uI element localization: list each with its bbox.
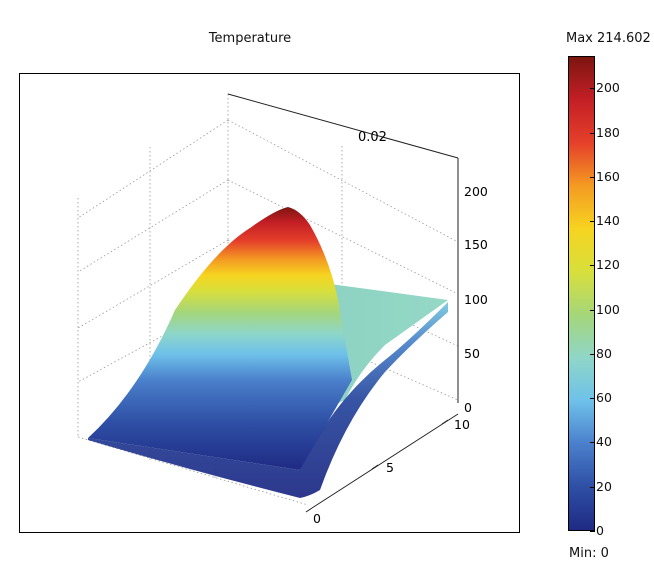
z-tick-0: 0 [464,400,472,415]
colorbar-tick-0: 0 [590,523,604,538]
x-tick-label: 0.02 [358,130,387,145]
colorbar-tick-60: 60 [590,390,612,406]
y-tick-5: 5 [386,460,394,475]
z-tick-100: 100 [464,292,488,307]
colorbar-tick-200: 200 [590,80,620,96]
y-tick-10: 10 [454,417,470,432]
colorbar-tick-100: 100 [590,301,620,317]
z-tick-150: 150 [464,237,488,252]
chart-title: Temperature [208,31,292,46]
z-tick-50: 50 [464,346,480,361]
z-tick-200: 200 [464,184,488,199]
colorbar [568,56,595,531]
colorbar-tick-80: 80 [590,345,612,361]
colorbar-tick-40: 40 [590,434,612,450]
y-tick-0: 0 [313,511,321,526]
y-axis-ticks [305,419,449,513]
colorbar-tick-120: 120 [590,257,620,273]
colorbar-min-label: Min: 0 [569,546,609,561]
axis-lines [227,93,459,509]
surface-hump [88,207,352,470]
colorbar-max-label: Max 214.602 [566,31,651,46]
colorbar-tick-20: 20 [590,478,612,494]
colorbar-tick-140: 140 [590,213,620,229]
colorbar-tick-180: 180 [590,124,620,140]
colorbar-tick-160: 160 [590,168,620,184]
